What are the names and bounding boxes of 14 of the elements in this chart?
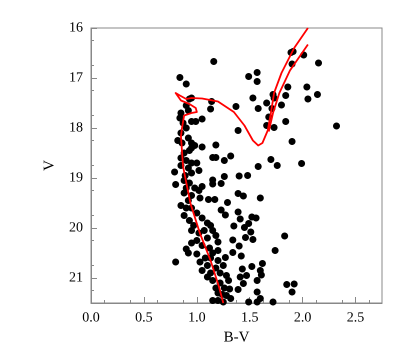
- x-axis-title: B-V: [224, 329, 250, 346]
- y-tick-label: 16: [69, 20, 83, 36]
- x-tick-label: 0.0: [82, 310, 100, 326]
- x-tick-label: 0.5: [135, 310, 153, 326]
- x-tick-label: 1.0: [188, 310, 206, 326]
- y-tick-label: 21: [69, 270, 83, 286]
- x-tick-label: 1.5: [240, 310, 258, 326]
- x-tick-label: 2.0: [294, 310, 312, 326]
- y-tick-label: 17: [69, 70, 83, 86]
- y-tick-label: 18: [69, 120, 83, 136]
- y-axis-title: V: [42, 160, 58, 171]
- x-tick-label: 2.5: [346, 310, 364, 326]
- y-tick-label: 20: [69, 220, 83, 236]
- y-tick-label: 19: [69, 170, 83, 186]
